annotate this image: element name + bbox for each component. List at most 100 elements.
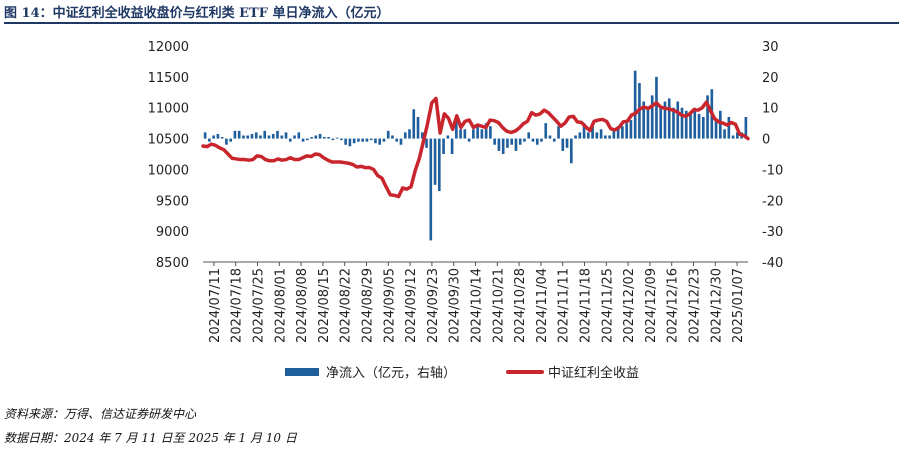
x-tick-label: 2024/10/14 (470, 268, 485, 343)
bar (616, 126, 620, 139)
x-tick-label: 2024/07/18 (230, 268, 245, 343)
bar (446, 135, 450, 139)
x-tick-label: 2024/10/28 (513, 268, 528, 343)
x-tick-label: 2024/09/05 (382, 268, 397, 343)
bar (612, 129, 616, 139)
bar (650, 95, 654, 139)
bar (242, 135, 245, 139)
x-tick-label: 2024/10/21 (491, 268, 506, 343)
bar (663, 101, 667, 139)
bar (548, 135, 552, 139)
legend-bar-label: 净流入（亿元，右轴） (326, 366, 456, 381)
date-range-note: 数据日期：2024 年 7 月 11 日至 2025 年 1 月 10 日 (4, 431, 297, 445)
bar (689, 113, 692, 139)
bar (574, 135, 577, 139)
line-series-layer (201, 96, 750, 199)
bar (408, 129, 411, 139)
title-rule (4, 22, 899, 24)
bar (480, 129, 484, 139)
bar (437, 138, 441, 192)
bar (314, 135, 318, 139)
bar (655, 76, 658, 139)
bar (484, 123, 488, 139)
right-tick-label: -20 (762, 194, 783, 209)
bar (472, 129, 475, 139)
bar (676, 101, 680, 139)
bar (280, 135, 284, 139)
bar (340, 138, 343, 141)
bar (386, 130, 390, 139)
bar (318, 133, 322, 139)
bar (344, 138, 347, 145)
right-tick-label: -30 (762, 225, 783, 240)
x-tick-label: 2024/09/23 (426, 268, 441, 343)
bar (310, 137, 313, 139)
bar (395, 138, 399, 142)
bar (514, 138, 518, 151)
bar (591, 123, 594, 139)
bar (250, 133, 254, 139)
bar (489, 126, 492, 139)
left-tick-label: 11500 (148, 71, 189, 86)
bar (697, 113, 701, 139)
bar (646, 107, 650, 139)
x-tick-label: 2024/09/30 (448, 268, 463, 343)
bar (203, 132, 207, 139)
right-tick-label: 30 (762, 40, 779, 55)
bar (552, 138, 556, 142)
bar (442, 138, 445, 154)
x-tick-label: 2024/11/11 (557, 268, 572, 343)
right-tick-label: -40 (762, 256, 783, 271)
bar (229, 138, 232, 142)
x-tick-label: 2024/07/11 (208, 268, 223, 343)
bar (510, 138, 514, 145)
bar (425, 138, 428, 148)
bar (497, 138, 501, 151)
x-tick-label: 2024/07/25 (252, 268, 267, 343)
right-tick-label: 0 (762, 133, 770, 148)
bar (433, 138, 437, 185)
x-tick-label: 2024/12/30 (709, 268, 724, 343)
bar (212, 135, 215, 139)
left-tick-label: 8500 (156, 256, 189, 271)
figure-title: 图 14：中证红利全收益收盘价与红利类 ETF 单日净流入（亿元） (4, 6, 390, 21)
bar (399, 138, 403, 145)
left-tick-label: 12000 (148, 40, 189, 55)
bar (731, 135, 735, 139)
bar (225, 138, 228, 145)
bar (608, 135, 611, 139)
bar (450, 138, 454, 154)
left-tick-label: 9500 (156, 194, 189, 209)
bar (420, 132, 424, 139)
bar (599, 129, 603, 139)
bar (352, 138, 356, 144)
bar (365, 138, 369, 142)
bar (501, 138, 505, 154)
bar (429, 138, 433, 241)
x-tick-label: 2024/12/23 (688, 268, 703, 343)
bar (476, 126, 479, 139)
bar (374, 138, 377, 144)
bar (463, 129, 467, 139)
bar (629, 120, 633, 139)
legend-line-label: 中证红利全收益 (548, 365, 639, 381)
bar (582, 123, 586, 139)
bar (667, 98, 671, 139)
bar (518, 138, 522, 145)
bar (719, 110, 722, 139)
left-tick-label: 10000 (148, 163, 189, 178)
bar (403, 132, 407, 139)
bar (259, 135, 262, 139)
bar (569, 138, 573, 164)
left-axis: 8500 9000 9500 10000 10500 11000 11500 12000 (148, 40, 189, 271)
bar (557, 126, 560, 139)
bar (220, 137, 224, 139)
bar (523, 138, 526, 142)
bar (506, 138, 509, 148)
bar (216, 133, 220, 139)
bar (459, 129, 462, 139)
bar (595, 132, 599, 139)
left-tick-label: 9000 (156, 225, 189, 240)
x-tick-label: 2024/11/18 (579, 268, 594, 343)
bar (254, 132, 258, 139)
